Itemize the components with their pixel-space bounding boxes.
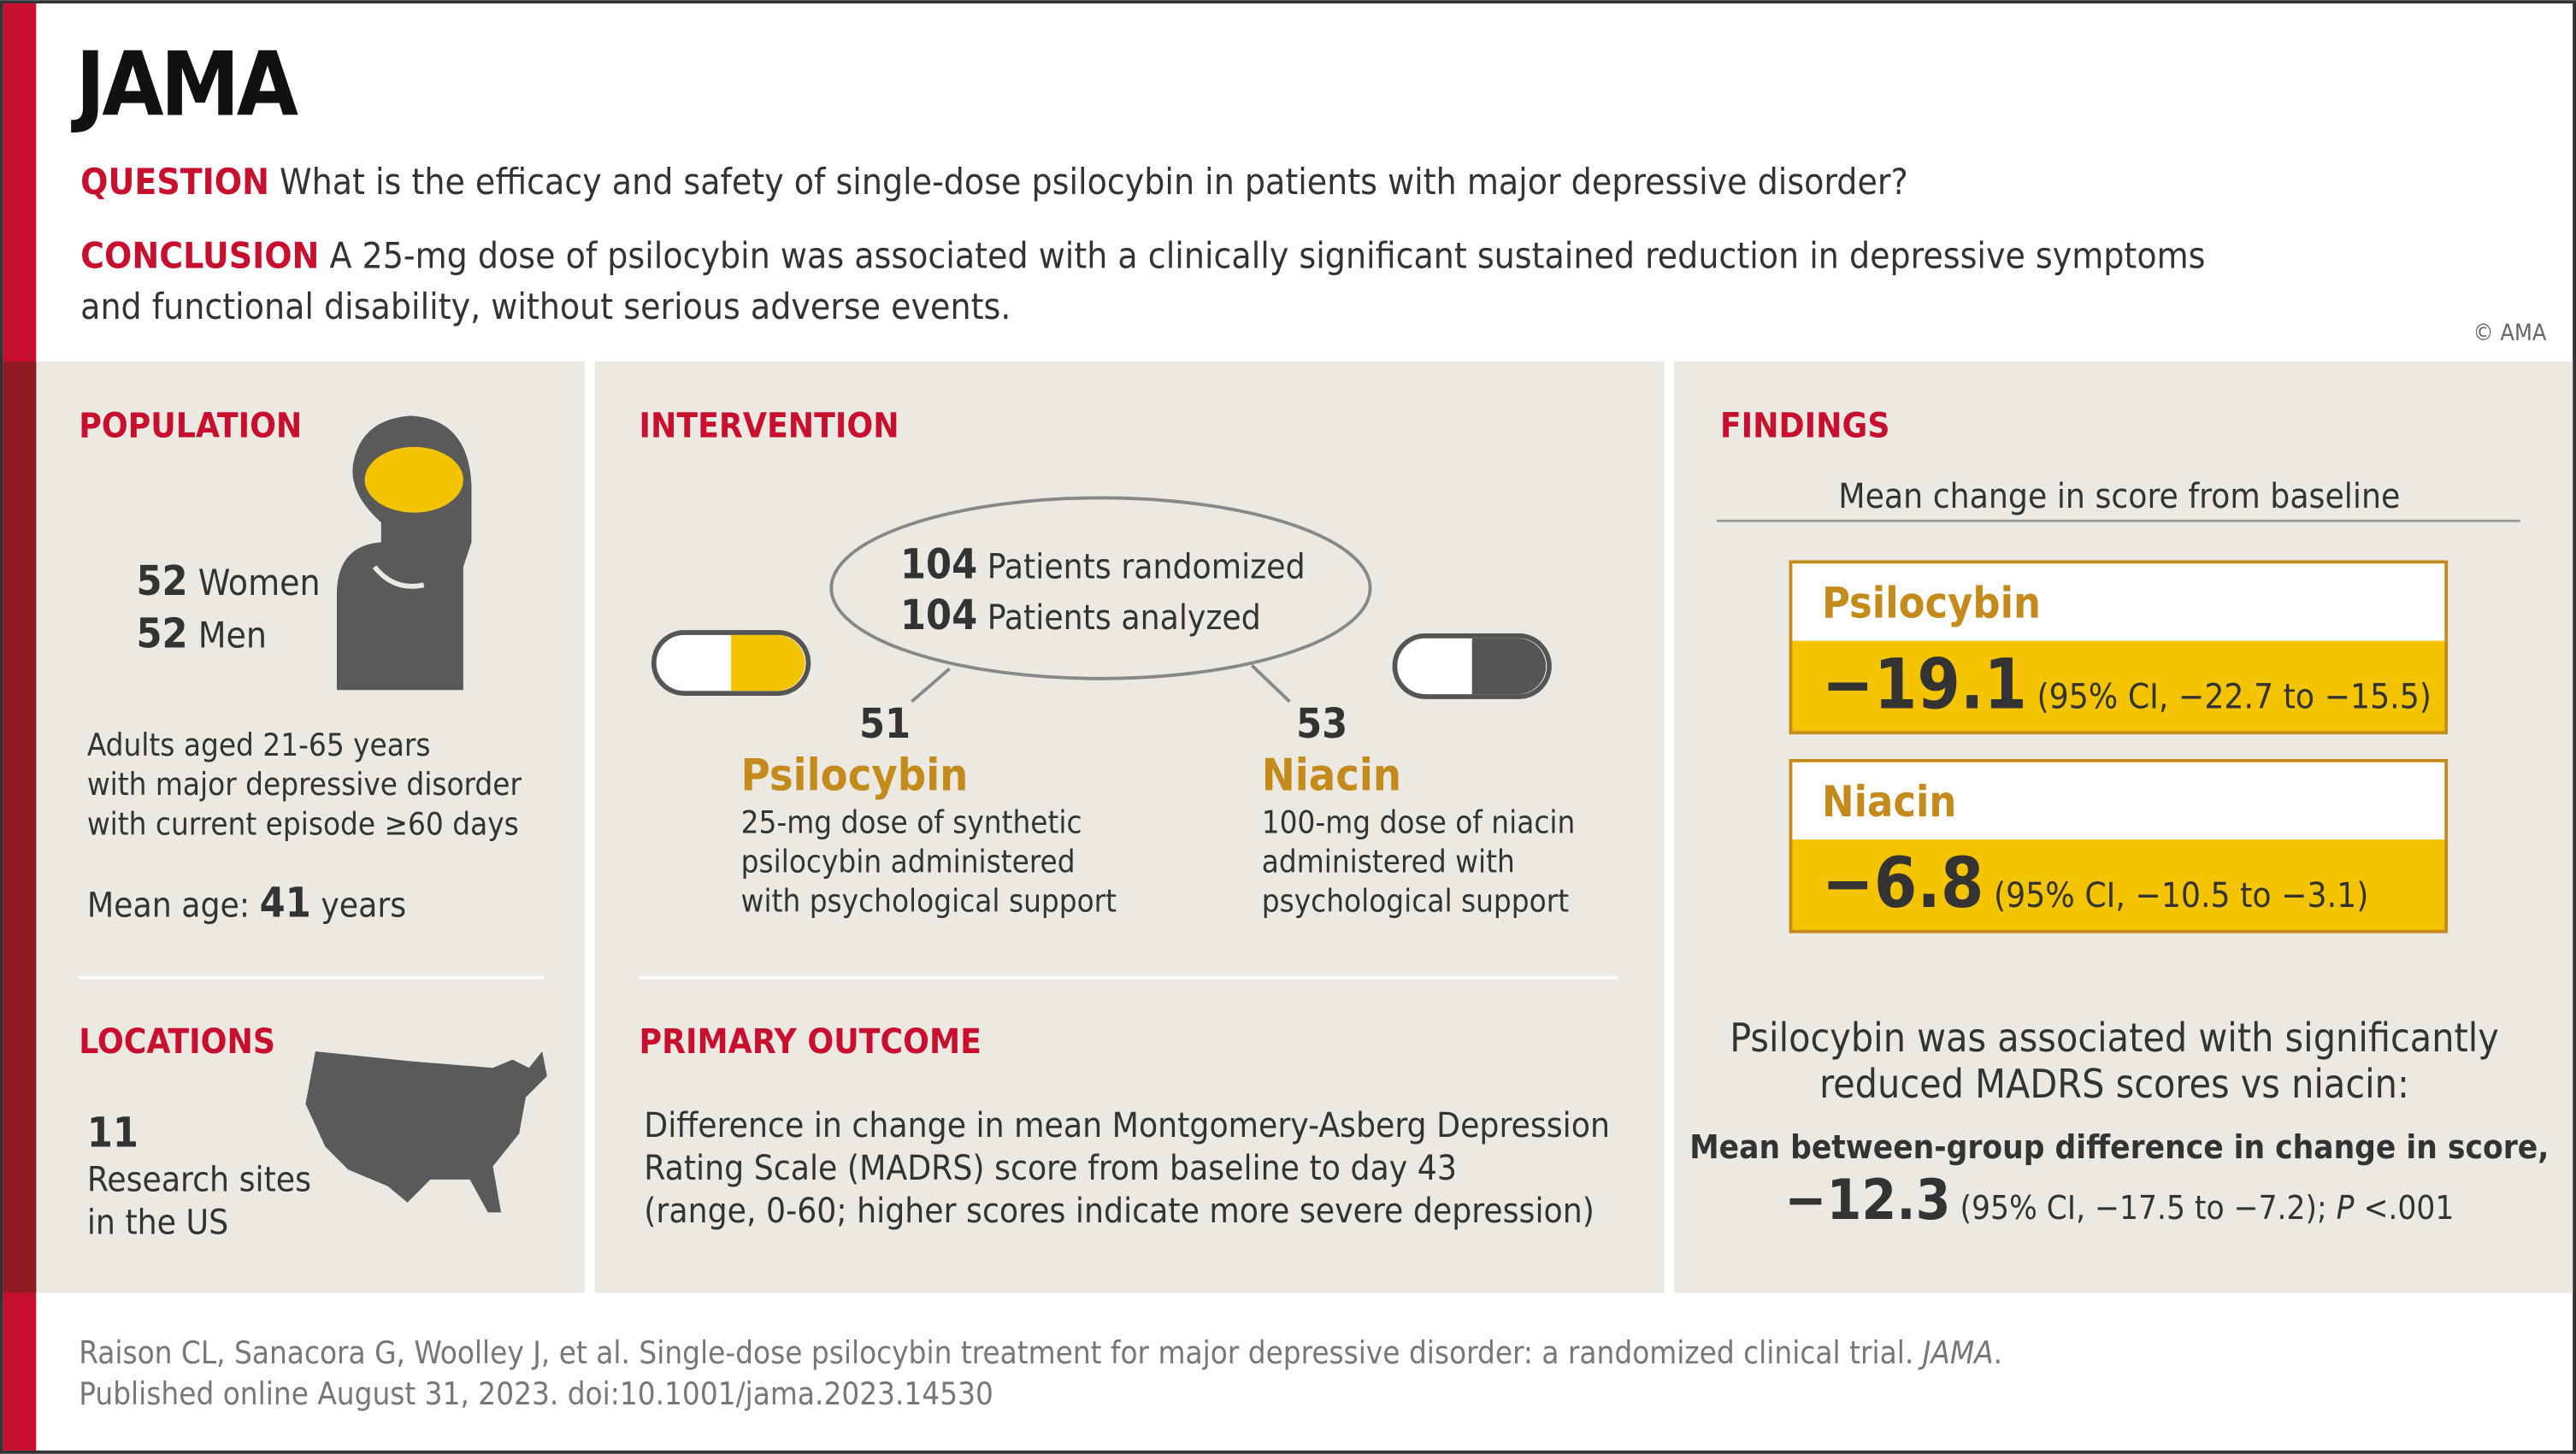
arm-name: Psilocybin bbox=[741, 750, 969, 801]
findings-subtitle: Mean change in score from baseline bbox=[1838, 476, 2400, 516]
group-ci: (95% CI, −22.7 to −15.5) bbox=[2037, 676, 2432, 716]
psilocybin-pill bbox=[651, 630, 811, 696]
difference-ci: (95% CI, −17.5 to −7.2); bbox=[1960, 1189, 2326, 1227]
section-heading: LOCATIONS bbox=[79, 1021, 275, 1062]
logo: JAMA bbox=[70, 34, 298, 137]
outcome-text: Difference in change in mean Montgomery-… bbox=[644, 1105, 1610, 1145]
copyright: © AMA bbox=[2473, 320, 2547, 346]
p-value: <.001 bbox=[2363, 1189, 2454, 1227]
arm-text: administered with bbox=[1262, 844, 1515, 880]
section-heading: POPULATION bbox=[79, 405, 302, 445]
question: QUESTION What is the efficacy and safety… bbox=[80, 161, 1908, 203]
label: Patients analyzed bbox=[987, 597, 1261, 638]
label: Patients randomized bbox=[987, 547, 1306, 587]
conclusion-label: CONCLUSION bbox=[80, 234, 319, 276]
label: Men bbox=[198, 614, 267, 656]
group-value: −19.1 bbox=[1822, 645, 2027, 725]
group-value: −6.8 bbox=[1822, 844, 1984, 924]
count: 52 bbox=[136, 557, 187, 605]
difference-label: Mean between-group difference in change … bbox=[1689, 1128, 2549, 1167]
outcome-text: Rating Scale (MADRS) score from baseline… bbox=[644, 1148, 1457, 1188]
women: 52 Women bbox=[136, 557, 320, 605]
section-heading: PRIMARY OUTCOME bbox=[639, 1021, 981, 1062]
description: with current episode ≥60 days bbox=[87, 805, 519, 842]
section-heading: FINDINGS bbox=[1720, 405, 1890, 445]
men: 52 Men bbox=[136, 609, 267, 657]
analyzed: 104 Patients analyzed bbox=[900, 592, 1261, 639]
count: 104 bbox=[900, 592, 977, 639]
randomized: 104 Patients randomized bbox=[900, 541, 1306, 589]
site-count: 11 bbox=[87, 1109, 139, 1157]
arm-name: Niacin bbox=[1262, 750, 1401, 801]
result-box bbox=[1789, 758, 2449, 933]
randomization-oval bbox=[829, 496, 1372, 680]
column-divider bbox=[585, 361, 595, 1293]
question-text: What is the efficacy and safety of singl… bbox=[280, 161, 1908, 203]
column-divider bbox=[1664, 361, 1675, 1293]
group-name: Niacin bbox=[1822, 777, 1956, 827]
side-stripe-dark bbox=[3, 361, 37, 1293]
count: 52 bbox=[136, 609, 187, 657]
mean-age: Mean age: 41 years bbox=[87, 879, 406, 927]
statement: reduced MADRS scores vs niacin: bbox=[1819, 1061, 2409, 1107]
difference-value: −12.3 bbox=[1784, 1168, 1950, 1233]
p-label: P bbox=[2337, 1189, 2355, 1227]
arm-count: 53 bbox=[1296, 700, 1347, 748]
result-box bbox=[1789, 560, 2449, 735]
description: Adults aged 21-65 years bbox=[87, 727, 431, 763]
unit: years bbox=[321, 885, 406, 925]
us-map bbox=[305, 1051, 547, 1213]
citation-end: . bbox=[1994, 1334, 2002, 1371]
arm-count: 51 bbox=[859, 700, 911, 748]
niacin-pill bbox=[1392, 633, 1552, 699]
section-heading: INTERVENTION bbox=[639, 405, 899, 445]
arm-text: psilocybin administered bbox=[741, 844, 1076, 880]
label: Women bbox=[198, 562, 321, 603]
citation: Published online August 31, 2023. doi:10… bbox=[79, 1375, 993, 1412]
arm-text: psychological support bbox=[1262, 883, 1569, 920]
description: with major depressive disorder bbox=[87, 766, 522, 803]
label: Mean age: bbox=[87, 885, 250, 925]
arm-text: with psychological support bbox=[741, 883, 1117, 920]
conclusion-text: and functional disability, without serio… bbox=[80, 286, 1011, 327]
citation-text: Raison CL, Sanacora G, Woolley J, et al.… bbox=[79, 1334, 1913, 1371]
arm-text: 25-mg dose of synthetic bbox=[741, 804, 1082, 840]
conclusion-text: A 25-mg dose of psilocybin was associate… bbox=[329, 234, 2205, 276]
outcome-text: (range, 0-60; higher scores indicate mor… bbox=[644, 1191, 1595, 1231]
difference: −12.3 (95% CI, −17.5 to −7.2); P <.001 bbox=[1784, 1168, 2454, 1233]
connector bbox=[911, 667, 951, 703]
count: 104 bbox=[900, 541, 977, 589]
connector bbox=[1250, 664, 1291, 703]
statement: Psilocybin was associated with significa… bbox=[1730, 1015, 2499, 1061]
location-text: in the US bbox=[87, 1202, 228, 1242]
group-result: −6.8 (95% CI, −10.5 to −3.1) bbox=[1822, 844, 2368, 924]
arm-text: 100-mg dose of niacin bbox=[1262, 804, 1576, 840]
value: 41 bbox=[260, 879, 311, 927]
location-text: Research sites bbox=[87, 1159, 311, 1199]
citation: Raison CL, Sanacora G, Woolley J, et al.… bbox=[79, 1334, 2002, 1371]
group-name: Psilocybin bbox=[1822, 579, 2041, 628]
journal: JAMA bbox=[1918, 1334, 1994, 1371]
group-result: −19.1 (95% CI, −22.7 to −15.5) bbox=[1822, 645, 2432, 725]
person-icon bbox=[336, 415, 472, 691]
conclusion: CONCLUSION A 25-mg dose of psilocybin wa… bbox=[80, 234, 2205, 276]
group-ci: (95% CI, −10.5 to −3.1) bbox=[1994, 875, 2368, 915]
question-label: QUESTION bbox=[80, 161, 269, 203]
